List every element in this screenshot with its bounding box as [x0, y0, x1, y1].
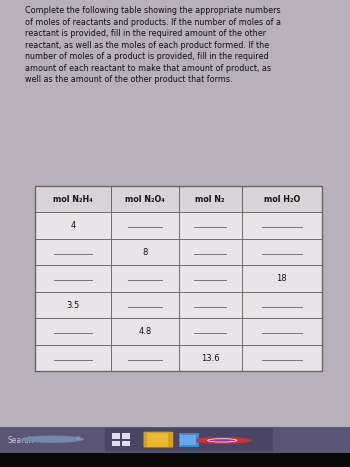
Text: 18: 18 [276, 274, 287, 283]
Bar [178, 265, 241, 292]
Bar [105, 428, 273, 451]
Text: mol N₂: mol N₂ [195, 195, 225, 204]
Bar [35, 318, 111, 345]
Bar [178, 345, 241, 371]
Circle shape [193, 437, 252, 444]
Bar [241, 345, 322, 371]
Bar [111, 212, 178, 239]
Text: mol H₂O: mol H₂O [264, 195, 300, 204]
Bar [241, 292, 322, 318]
Bar [0, 453, 350, 467]
Bar [178, 239, 241, 265]
Bar [35, 186, 322, 371]
Bar [111, 265, 178, 292]
Text: K: K [77, 436, 82, 441]
Bar [178, 433, 199, 447]
Bar [178, 292, 241, 318]
Bar [35, 186, 111, 212]
Text: mol N₂O₄: mol N₂O₄ [125, 195, 164, 204]
Bar [112, 441, 120, 446]
Text: 8: 8 [142, 248, 147, 256]
Bar [241, 186, 322, 212]
Bar [178, 318, 241, 345]
Bar [241, 212, 322, 239]
Text: 13.6: 13.6 [201, 354, 219, 362]
Bar [111, 239, 178, 265]
Text: 4.8: 4.8 [138, 327, 152, 336]
Bar [111, 292, 178, 318]
Bar [180, 435, 196, 445]
Circle shape [208, 439, 237, 442]
Text: Search: Search [7, 436, 33, 445]
Text: 3.5: 3.5 [66, 301, 80, 310]
Circle shape [21, 436, 84, 443]
Text: mol N₂H₄: mol N₂H₄ [53, 195, 93, 204]
Bar [0, 427, 350, 453]
Bar [122, 433, 130, 439]
Bar [241, 265, 322, 292]
Bar [111, 345, 178, 371]
Bar [147, 433, 168, 447]
Bar [35, 345, 111, 371]
Bar [241, 318, 322, 345]
Bar [178, 186, 241, 212]
FancyBboxPatch shape [144, 432, 173, 447]
Bar [111, 318, 178, 345]
Bar [122, 441, 130, 446]
Bar [35, 265, 111, 292]
Bar [241, 239, 322, 265]
Text: Complete the following table showing the appropriate numbers
of moles of reactan: Complete the following table showing the… [25, 7, 280, 84]
Bar [111, 186, 178, 212]
Bar [35, 212, 111, 239]
Text: 4: 4 [70, 221, 76, 230]
Bar [35, 239, 111, 265]
Bar [35, 292, 111, 318]
Bar [178, 212, 241, 239]
Bar [112, 433, 120, 439]
